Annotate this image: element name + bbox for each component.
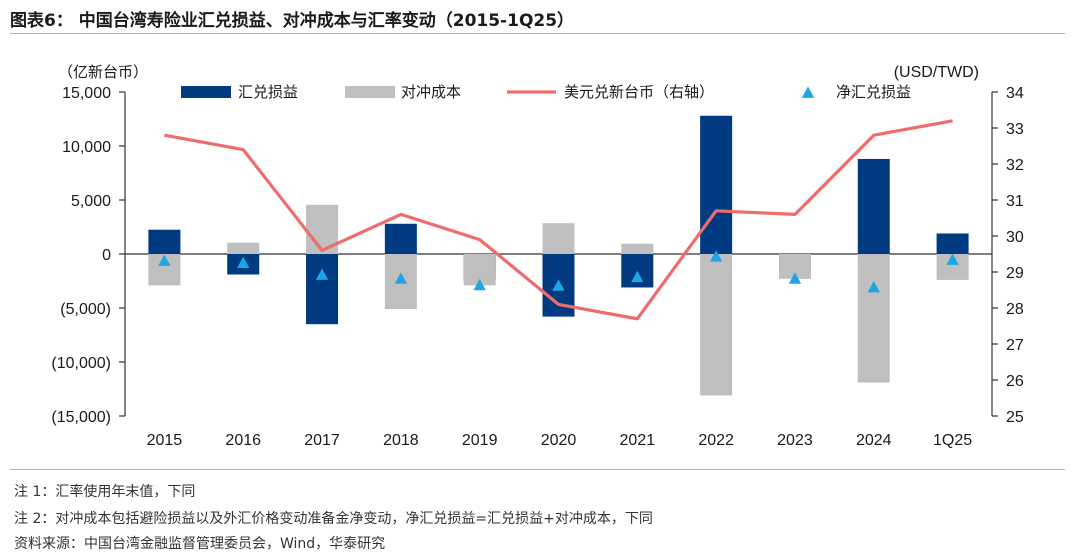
net-fx-point — [946, 253, 959, 265]
fx-gain-loss-bar — [306, 254, 339, 325]
hedge-cost-bar — [857, 254, 890, 383]
usd-twd-line — [164, 119, 953, 321]
fx-gain-loss-bar — [857, 158, 890, 254]
legend-swatch-net — [801, 86, 815, 98]
left-axis-tick-label: 5,000 — [71, 193, 111, 210]
net-fx-point — [788, 272, 802, 284]
left-axis-tick-label: 15,000 — [62, 85, 111, 102]
right-axis-tick-label: 25 — [1006, 409, 1024, 426]
legend-swatch-fx — [181, 86, 231, 98]
title-divider — [10, 33, 1065, 34]
footnote-2: 注 2：对冲成本包括避险损益以及外汇价格变动准备金净变动，净汇兑损益=汇兑损益+… — [14, 511, 653, 527]
right-axis-tick-label: 32 — [1006, 157, 1024, 174]
fx-gain-loss-bar — [384, 223, 417, 254]
left-axis-tick-label: 10,000 — [62, 139, 111, 156]
x-axis-category-label: 1Q25 — [933, 432, 972, 449]
x-axis-category-label: 2018 — [383, 432, 419, 449]
x-axis-category-label: 2023 — [777, 432, 813, 449]
hedge-cost-bar — [227, 242, 260, 254]
legend-label-hedge: 对冲成本 — [401, 84, 461, 101]
net-fx-point — [315, 268, 329, 280]
net-fx-point — [631, 270, 644, 283]
right-axis-tick-label: 34 — [1006, 85, 1024, 102]
legend-label-net: 净汇兑损益 — [836, 84, 911, 101]
right-axis-tick-label: 28 — [1006, 301, 1024, 318]
left-axis-tick-label: (10,000) — [51, 355, 111, 372]
legend-swatch-hedge — [345, 86, 395, 98]
net-fx-point — [709, 250, 723, 262]
legend: 汇兑损益 对冲成本 美元兑新台币（右轴） 净汇兑损益 — [181, 84, 911, 101]
x-axis-category-label: 2015 — [147, 432, 183, 449]
series-usd-twd — [164, 119, 953, 321]
x-axis-category-label: 2022 — [698, 432, 734, 449]
net-fx-point — [473, 278, 486, 291]
series-fx-gain-loss — [148, 115, 969, 325]
source-note: 资料来源：中国台湾金融监督管理委员会，Wind，华泰研究 — [14, 536, 386, 552]
left-axis-unit: （亿新台币） — [58, 64, 148, 81]
right-axis-unit: (USD/TWD) — [894, 64, 979, 81]
footer-divider — [10, 469, 1065, 470]
net-fx-point — [867, 280, 880, 293]
right-axis-tick-label: 29 — [1006, 265, 1024, 282]
x-axis-category-label: 2016 — [225, 432, 261, 449]
x-axis-category-label: 2019 — [462, 432, 498, 449]
right-axis-tick-label: 30 — [1006, 229, 1024, 246]
x-axis-category-label: 2021 — [620, 432, 656, 449]
fx-gain-loss-bar — [936, 233, 969, 254]
x-axis-category-label: 2017 — [304, 432, 340, 449]
footnote-1: 注 1：汇率使用年末值，下同 — [14, 484, 196, 500]
figure-title: 图表6： 中国台湾寿险业汇兑损益、对冲成本与汇率变动（2015-1Q25） — [10, 11, 575, 31]
net-fx-point — [237, 256, 250, 269]
hedge-cost-bar — [542, 223, 575, 254]
axes: 15,000 10,000 5,000 0 (5,000) (10,000) (15,000… — [51, 85, 1023, 449]
fx-gain-loss-bar — [700, 115, 733, 254]
hedge-cost-bar — [621, 243, 654, 254]
left-axis-tick-label: (15,000) — [51, 409, 111, 426]
right-axis-tick-label: 31 — [1006, 193, 1024, 210]
fx-gain-loss-bar — [148, 229, 181, 254]
hedge-cost-bar — [700, 254, 733, 396]
chart: （亿新台币） (USD/TWD) 汇兑损益 对冲成本 美元兑新台币（右轴） 净汇兑损益… — [51, 64, 1023, 449]
right-axis-tick-label: 27 — [1006, 337, 1024, 354]
net-fx-point — [158, 254, 171, 266]
series-hedge-cost — [148, 204, 969, 396]
right-axis-tick-label: 26 — [1006, 373, 1024, 390]
net-fx-point — [394, 272, 408, 284]
net-fx-point — [552, 279, 565, 291]
legend-label-fx: 汇兑损益 — [238, 84, 298, 101]
left-axis-tick-label: 0 — [102, 247, 111, 264]
series-net-fx — [158, 250, 959, 293]
right-axis-tick-label: 33 — [1006, 121, 1024, 138]
x-axis-category-label: 2020 — [541, 432, 577, 449]
x-axis-category-label: 2024 — [856, 432, 892, 449]
left-axis-tick-label: (5,000) — [60, 301, 111, 318]
legend-label-usd: 美元兑新台币（右轴） — [564, 84, 714, 101]
